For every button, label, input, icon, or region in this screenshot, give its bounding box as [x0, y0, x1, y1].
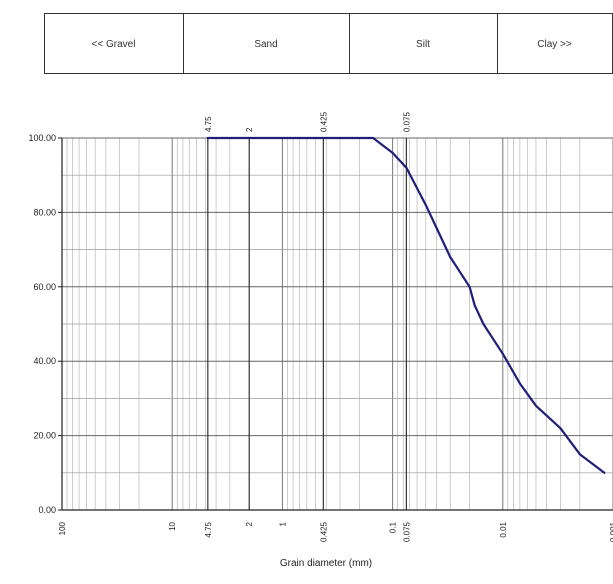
x-tick-label: 2	[245, 521, 254, 526]
y-tick-label: 60.00	[33, 282, 56, 292]
grading-point	[518, 382, 521, 385]
axis-ticks: 0.00 20.00 40.00 60.00 80.00 100.00 100 10 4.75 2…	[28, 111, 613, 542]
top-sieve-label: 0.075	[402, 111, 411, 132]
top-sieve-label: 2	[245, 127, 254, 132]
grading-point	[473, 304, 476, 307]
grading-point	[322, 137, 325, 139]
class-box-label-gravel: << Gravel	[92, 39, 136, 50]
y-tick-label: 0.00	[38, 505, 56, 515]
grading-point	[372, 137, 375, 139]
x-tick-label: 0.001	[609, 521, 613, 542]
x-axis-title: Grain diameter (mm)	[280, 558, 372, 569]
y-tick-label: 100.00	[28, 133, 56, 143]
class-box-label-sand: Sand	[254, 39, 277, 50]
grading-point	[405, 166, 408, 169]
grading-point	[501, 352, 504, 355]
grading-point	[559, 427, 562, 430]
x-tick-label: 0.425	[319, 521, 328, 542]
class-box-sand	[183, 13, 350, 74]
grading-point	[482, 323, 485, 325]
class-box-label-clay: Clay >>	[537, 39, 572, 50]
class-box-label-silt: Silt	[416, 39, 430, 50]
grading-point	[248, 137, 251, 139]
x-tick-label: 4.75	[204, 521, 213, 537]
x-tick-label: 0.075	[402, 521, 411, 542]
class-box-clay	[497, 13, 613, 74]
top-sieve-label: 0.425	[319, 111, 328, 132]
x-tick-label: 0.1	[389, 521, 398, 533]
top-sieve-label: 4.75	[204, 116, 213, 132]
chart-grid	[61, 137, 613, 511]
grading-point	[534, 404, 537, 407]
grading-point	[206, 137, 209, 139]
grading-point	[391, 151, 394, 154]
y-tick-label: 80.00	[33, 207, 56, 217]
grading-point	[603, 471, 606, 474]
x-tick-label: 1	[278, 521, 287, 526]
class-box-gravel	[44, 13, 184, 74]
grading-point	[424, 203, 427, 206]
grading-point	[468, 285, 471, 288]
x-tick-label: 100	[58, 521, 67, 535]
chart-series	[206, 136, 606, 474]
x-tick-label: 10	[168, 521, 177, 530]
x-tick-label: 0.01	[499, 521, 508, 537]
y-tick-label: 40.00	[33, 356, 56, 366]
y-tick-label: 20.00	[33, 431, 56, 441]
grading-point	[449, 256, 452, 259]
class-box-silt	[349, 13, 498, 74]
grading-point	[578, 453, 581, 456]
classification-boxes: << Gravel Sand Silt Clay >>	[44, 13, 613, 74]
